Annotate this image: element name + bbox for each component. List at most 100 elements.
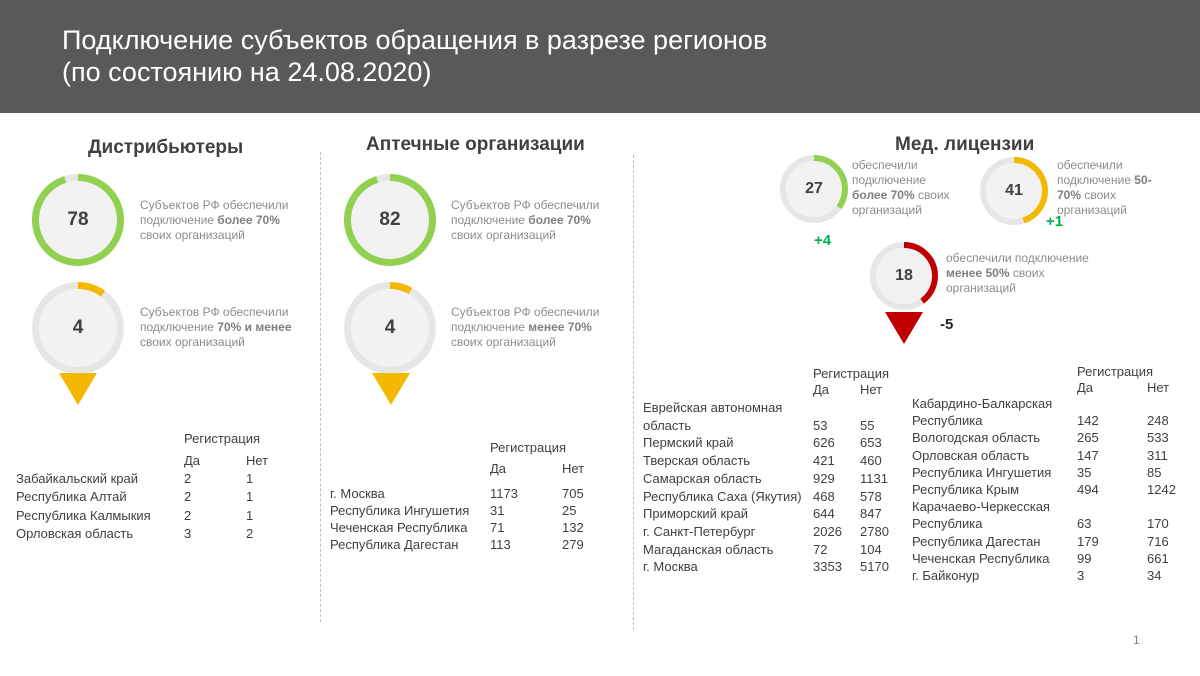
region-cell: Пермский край — [643, 435, 734, 451]
medical-table-right: Регистрация Да Нет Кабардино-Балкарская Р… — [912, 364, 1197, 584]
gauge-value: 27 — [805, 180, 823, 197]
region-cell: Республика Алтай — [16, 489, 127, 505]
table-header-registration: Регистрация — [184, 431, 260, 446]
medical-delta-50-70: +1 — [1046, 213, 1064, 230]
no-cell: 1 — [246, 471, 254, 486]
no-cell: 1 — [246, 507, 254, 523]
page-number: 1 — [1133, 633, 1140, 647]
region-cell: г. Санкт-Петербург — [643, 523, 756, 539]
gauge-ring — [980, 157, 1048, 225]
distributors-gauge-low: 4 — [32, 282, 124, 374]
no-cell: 132 — [562, 520, 584, 535]
no-cell: 25 — [562, 503, 577, 518]
pharmacies-caption-high: Субъектов РФ обеспечили подключение боле… — [451, 198, 600, 242]
no-cell: 104 — [860, 541, 882, 557]
yes-cell: 71 — [490, 520, 505, 535]
gauge-ring — [344, 282, 436, 374]
region-cell: Забайкальский край — [16, 471, 139, 486]
table-header-no: Нет — [562, 461, 585, 476]
yes-cell: 113 — [490, 537, 511, 552]
gauge-value: 41 — [1005, 182, 1023, 199]
no-cell: 5170 — [860, 559, 889, 575]
medical-gauge-under-50: 18 — [870, 242, 938, 310]
region-cell: Республика — [912, 516, 983, 532]
no-cell: 248 — [1147, 413, 1169, 429]
divider-right — [633, 155, 634, 630]
yes-cell: 626 — [813, 435, 835, 451]
distributors-table: Регистрация Да Нет Забайкальский край 2 1 Р… — [16, 431, 306, 551]
region-cell: Республика — [912, 413, 983, 429]
gauge-value: 18 — [895, 267, 913, 284]
title-line-2: (по состоянию на 24.08.2020) — [62, 57, 432, 87]
yes-cell: 31 — [490, 503, 505, 518]
no-cell: 578 — [860, 488, 882, 504]
distributors-down-triangle-icon — [59, 373, 97, 405]
no-cell: 716 — [1147, 533, 1169, 549]
region-cell: г. Москва — [643, 559, 698, 575]
yes-cell: 265 — [1077, 430, 1099, 446]
yes-cell: 644 — [813, 506, 835, 522]
no-cell: 2 — [246, 525, 254, 541]
gauge-center — [351, 181, 429, 259]
yes-cell: 99 — [1077, 550, 1092, 566]
region-cell: Чеченская Республика — [330, 520, 468, 535]
medical-caption-over-70: обеспечили подключение более 70% своих о… — [852, 158, 950, 217]
region-cell: Орловская область — [912, 447, 1030, 463]
region-cell: Чеченская Республика — [912, 550, 1050, 566]
gauge-arc — [780, 155, 848, 223]
region-cell: область — [643, 417, 692, 433]
gauge-ring — [344, 174, 436, 266]
pharmacies-gauge-high: 82 — [344, 174, 436, 266]
yes-cell: 147 — [1077, 447, 1099, 463]
gauge-arc — [980, 157, 1048, 225]
gauge-center — [351, 289, 429, 367]
gauge-arc — [32, 174, 124, 266]
table-header-no: Нет — [1147, 380, 1170, 395]
medical-table-left: Регистрация Да Нет Еврейская автономная о… — [643, 366, 903, 576]
gauge-arc — [344, 282, 436, 374]
region-cell: Самарская область — [643, 470, 762, 486]
table-header-yes: Да — [184, 453, 201, 468]
region-cell: Республика Калмыкия — [16, 507, 151, 523]
medical-gauge-50-70: 41 — [980, 157, 1048, 225]
region-cell: Кабардино-Балкарская — [912, 396, 1053, 411]
gauge-center — [786, 161, 842, 217]
title-line-1: Подключение субъектов обращения в разрез… — [62, 25, 768, 55]
no-cell: 460 — [860, 453, 882, 469]
no-cell: 34 — [1147, 568, 1162, 583]
medical-delta-over-70: +4 — [814, 232, 832, 249]
yes-cell: 53 — [813, 417, 828, 433]
region-cell: г. Москва — [330, 486, 385, 501]
header-bar: Подключение субъектов обращения в разрез… — [0, 0, 1200, 113]
gauge-value: 4 — [384, 317, 396, 338]
no-cell: 85 — [1147, 464, 1162, 480]
yes-cell: 468 — [813, 488, 835, 504]
gauge-ring — [780, 155, 848, 223]
gauge-ring — [870, 242, 938, 310]
region-cell: Карачаево-Черкесская — [912, 499, 1050, 515]
yes-cell: 2 — [184, 507, 192, 523]
yes-cell: 142 — [1077, 413, 1099, 429]
region-cell: Магаданская область — [643, 541, 774, 557]
medical-delta-under-50: -5 — [940, 316, 954, 333]
pharmacies-caption-low: Субъектов РФ обеспечили подключение мене… — [451, 305, 600, 349]
region-cell: Вологодская область — [912, 430, 1041, 446]
gauge-arc — [344, 174, 436, 266]
distributors-gauge-high: 78 — [32, 174, 124, 266]
page-title: Подключение субъектов обращения в разрез… — [62, 24, 767, 88]
no-cell: 170 — [1147, 516, 1169, 532]
pharmacies-down-triangle-icon — [372, 373, 410, 405]
yes-cell: 72 — [813, 541, 828, 557]
no-cell: 279 — [562, 537, 584, 552]
no-cell: 1 — [246, 489, 254, 505]
medical-caption-under-50: обеспечили подключение менее 50% своих о… — [946, 251, 1089, 295]
no-cell: 705 — [562, 486, 584, 501]
table-header-no: Нет — [246, 453, 269, 468]
table-header-registration: Регистрация — [1077, 364, 1153, 379]
table-header-no: Нет — [860, 382, 883, 397]
yes-cell: 2 — [184, 471, 192, 486]
pharmacies-table: Регистрация Да Нет г. Москва 1173 705 Респу… — [330, 440, 620, 560]
no-cell: 2780 — [860, 523, 889, 539]
no-cell: 533 — [1147, 430, 1169, 446]
no-cell: 311 — [1147, 447, 1168, 463]
